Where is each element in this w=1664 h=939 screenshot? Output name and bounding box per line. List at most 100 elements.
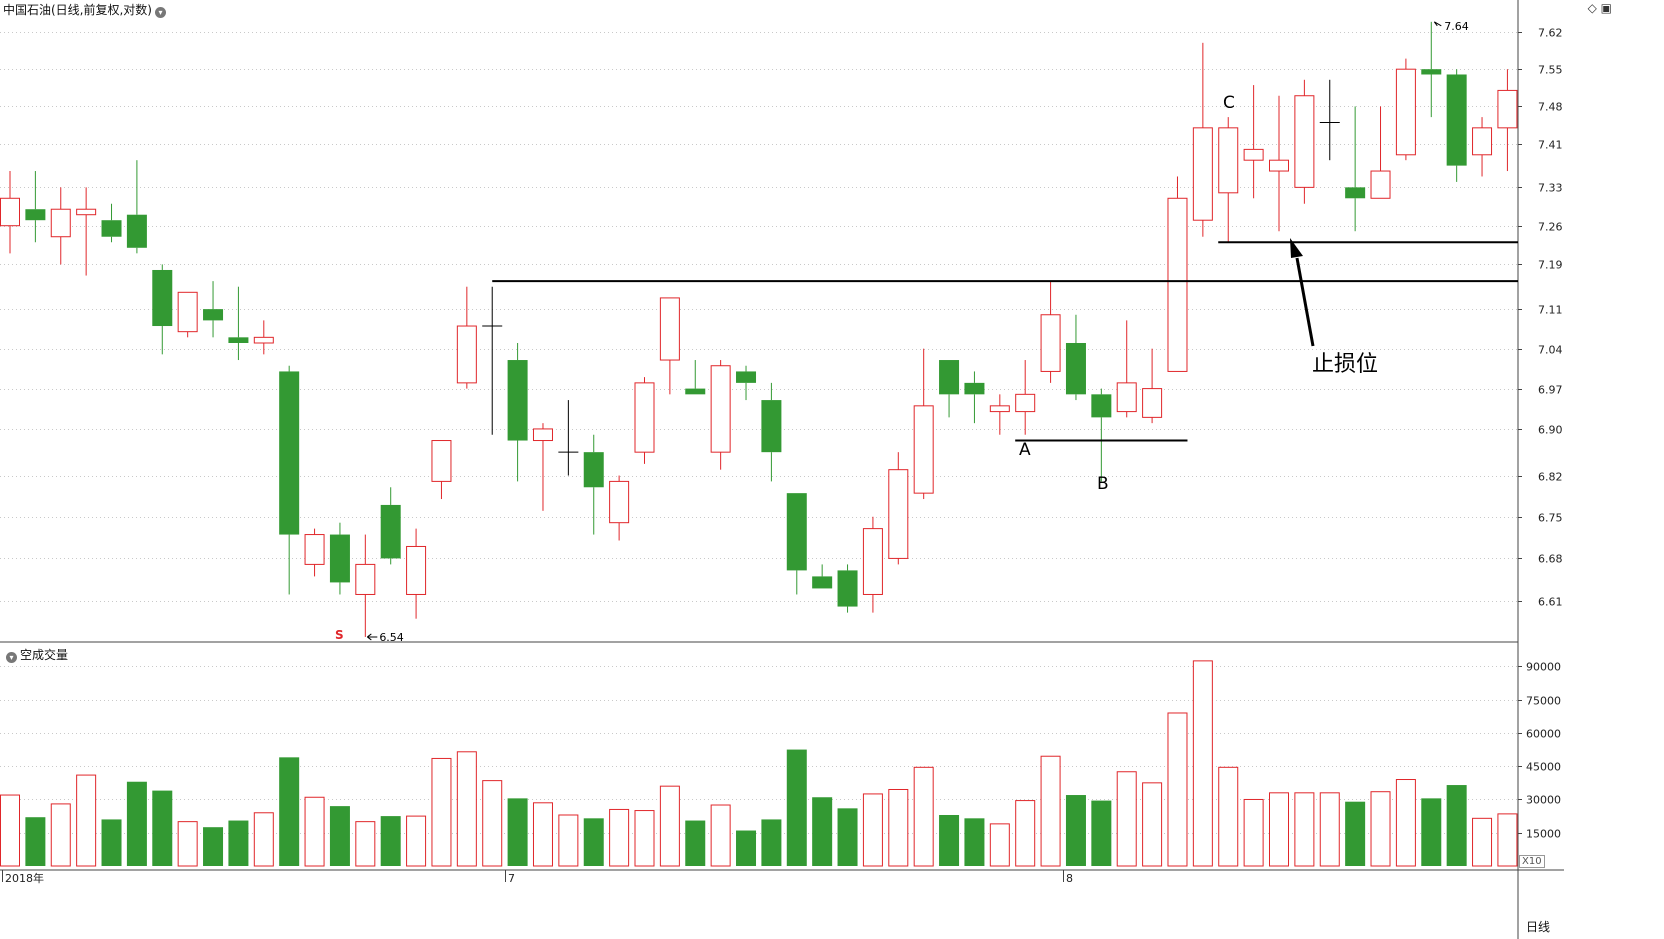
candle-body-down [964, 382, 985, 395]
price-tick-label: 6.61 [1538, 596, 1563, 609]
candle-body-down [329, 534, 350, 583]
volume-bar-down [812, 797, 833, 866]
price-tick-label: 7.04 [1538, 344, 1563, 357]
price-tick-label: 7.26 [1538, 221, 1563, 234]
price-tick-label: 6.90 [1538, 424, 1563, 437]
volume-bar-up [1167, 712, 1188, 867]
candle-body-down [1065, 342, 1086, 395]
candle-body-up [1243, 148, 1264, 161]
candle-body-down [203, 309, 224, 321]
volume-bar-down [964, 818, 985, 866]
volume-bar-down [786, 749, 807, 866]
candle-body-down [812, 576, 833, 589]
candle-body-down [583, 452, 604, 488]
volume-bar-up [1142, 782, 1163, 867]
volume-bar-up [456, 751, 477, 867]
candle-body-up [1497, 89, 1518, 129]
volume-bar-up [989, 823, 1010, 867]
candle-body-down [1091, 394, 1112, 418]
volume-tick-label: 45000 [1526, 761, 1561, 774]
price-tick-label: 6.68 [1538, 553, 1563, 566]
volume-bar-up [1040, 755, 1061, 867]
volume-bar-up [1472, 817, 1493, 867]
label-b: B [1097, 474, 1109, 494]
volume-tick-label: 75000 [1526, 695, 1561, 708]
volume-title-text: 空成交量 [20, 648, 69, 662]
stop-loss-note: 止损位 [1312, 352, 1379, 377]
candle-body-down [25, 209, 46, 221]
volume-bar-up [862, 793, 883, 867]
candle-body-down [1345, 187, 1366, 199]
candle-body-up [0, 197, 20, 227]
volume-bar-up [253, 812, 274, 867]
candle-body-up [76, 208, 97, 216]
candle-body-up [355, 563, 376, 595]
candle-body-up [1142, 388, 1163, 418]
volume-bar-down [761, 819, 782, 866]
volume-panel-title: ▾ 空成交量 [3, 646, 68, 663]
candle-body-up [456, 325, 477, 384]
chart-title: 中国石油(日线,前复权,对数) ▾ [3, 1, 169, 18]
x-axis-label: 7 [508, 872, 515, 885]
volume-bar-up [558, 814, 579, 867]
candle-body-up [862, 528, 883, 595]
stop-loss-arrow-shaft [1295, 257, 1315, 347]
candle-body-up [177, 291, 198, 333]
candle-body-up [913, 405, 934, 494]
candle-body-up [253, 336, 274, 344]
volume-bar-up [1294, 792, 1315, 867]
volume-bar-up [177, 821, 198, 867]
volume-tick-label: 90000 [1526, 661, 1561, 674]
price-tick-label: 7.19 [1538, 259, 1563, 272]
candle-body-down [228, 337, 249, 343]
volume-bar-down [1091, 800, 1112, 866]
candle-body-up [1015, 393, 1036, 413]
candle-body-down [152, 269, 173, 327]
candle-body-down [101, 220, 122, 237]
candle-body-up [609, 480, 630, 524]
price-tick-label: 6.97 [1538, 384, 1563, 397]
candle-body-up [1269, 159, 1289, 172]
candle-body-down [761, 400, 782, 453]
volume-bar-down [203, 827, 224, 866]
volume-bar-up [913, 766, 934, 867]
window-icon[interactable]: ▣ [1600, 1, 1612, 15]
price-tick-label: 6.82 [1538, 471, 1563, 484]
period-label[interactable]: 日线 [1526, 920, 1551, 934]
volume-bar-down [837, 808, 858, 866]
volume-bar-up [1243, 798, 1264, 867]
volume-bar-up [1218, 766, 1239, 867]
candle-body-up [1040, 314, 1061, 372]
diamond-icon[interactable]: ◇ [1587, 1, 1597, 15]
volume-bar-down [126, 781, 147, 866]
x-axis-label: 8 [1066, 872, 1073, 885]
volume-bar-down [329, 806, 350, 866]
volume-bar-up [888, 788, 909, 867]
volume-bar-up [1395, 779, 1416, 867]
label-c: C [1223, 93, 1235, 113]
candle-body-up [1472, 127, 1493, 156]
stop-loss-arrow-head [1290, 238, 1303, 258]
volume-bar-down [1421, 798, 1442, 866]
chevron-down-icon[interactable]: ▾ [155, 7, 166, 18]
candle-body-up [1167, 197, 1188, 372]
volume-bar-up [1192, 660, 1213, 867]
volume-bar-down [1065, 795, 1086, 866]
candle-body-up [710, 365, 731, 453]
volume-bar-up [1116, 771, 1137, 867]
candle-body-up [1370, 170, 1391, 199]
volume-bar-down [736, 830, 757, 866]
chevron-down-icon[interactable]: ▾ [6, 652, 17, 663]
volume-bar-down [1446, 785, 1467, 866]
volume-bar-up [50, 803, 71, 867]
volume-bar-down [939, 814, 960, 866]
volume-bar-up [355, 821, 376, 867]
volume-bar-up [304, 796, 325, 867]
volume-bar-down [279, 757, 300, 866]
volume-bar-down [101, 819, 122, 866]
volume-bar-down [507, 798, 528, 866]
candle-body-down [939, 360, 960, 395]
volume-bar-down [228, 820, 249, 866]
candle-body-down [126, 214, 147, 248]
low-pointer [367, 633, 378, 641]
